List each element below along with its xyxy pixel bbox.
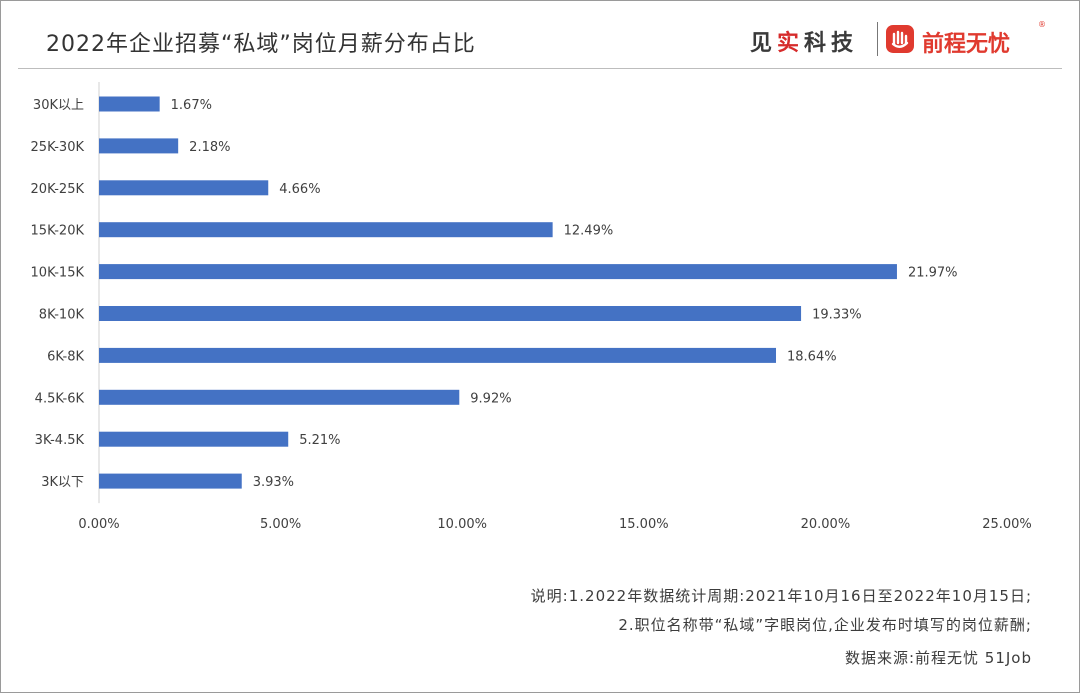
data-label: 21.97% [908,266,958,281]
chart-title: 2022年企业招募“私域”岗位月薪分布占比 [46,32,476,57]
data-label: 3.93% [253,475,294,490]
data-label: 4.66% [279,182,320,197]
brand-jianshi-part2: 科技 [804,31,859,56]
x-tick-label: 20.00% [801,517,851,532]
category-label: 30K以上 [33,98,84,113]
brand-51job-logo: 前程无忧 [922,32,1011,57]
bar [99,347,777,363]
category-label: 20K-25K [31,182,85,197]
footnote-2: 2.职位名称带“私域”字眼岗位,企业发布时填写的岗位薪酬; [618,616,1032,634]
category-label: 3K以下 [41,475,84,490]
category-label: 8K-10K [39,308,85,323]
data-label: 5.21% [299,433,340,448]
bar [99,306,802,321]
brand-jianshi-accent: 实 [777,31,805,56]
brand-separator [877,22,878,56]
category-label: 4.5K-6K [35,391,85,406]
bar [99,180,269,196]
category-label: 10K-15K [31,266,85,281]
category-label: 25K-30K [31,140,85,155]
data-label: 1.67% [171,98,212,113]
bar [99,473,242,489]
category-label: 15K-20K [31,224,85,239]
data-label: 18.64% [787,349,837,364]
registered-mark-icon: ® [1038,20,1046,29]
bar [99,222,553,238]
x-tick-label: 5.00% [260,517,301,532]
data-label: 12.49% [564,224,614,239]
bar [99,96,160,112]
brand-jianshi-part1: 见 [750,31,778,56]
data-source: 数据来源:前程无忧 51Job [844,649,1032,667]
x-tick-label: 15.00% [619,517,669,532]
header-divider [18,68,1062,69]
bar [99,389,460,405]
raised-hand-logo-icon [886,25,914,53]
brand-jianshi-logo: 见实科技 [750,25,858,57]
bar [99,138,179,154]
x-tick-label: 25.00% [982,517,1032,532]
data-label: 19.33% [812,308,862,323]
x-tick-label: 0.00% [78,517,119,532]
data-label: 2.18% [189,140,230,155]
x-tick-label: 10.00% [437,517,487,532]
data-label: 9.92% [470,391,511,406]
category-label: 6K-8K [47,349,84,364]
footnote-1: 说明:1.2022年数据统计周期:2021年10月16日至2022年10月15日… [530,587,1032,605]
bar [99,431,289,447]
category-label: 3K-4.5K [35,433,85,448]
bar [99,264,897,280]
